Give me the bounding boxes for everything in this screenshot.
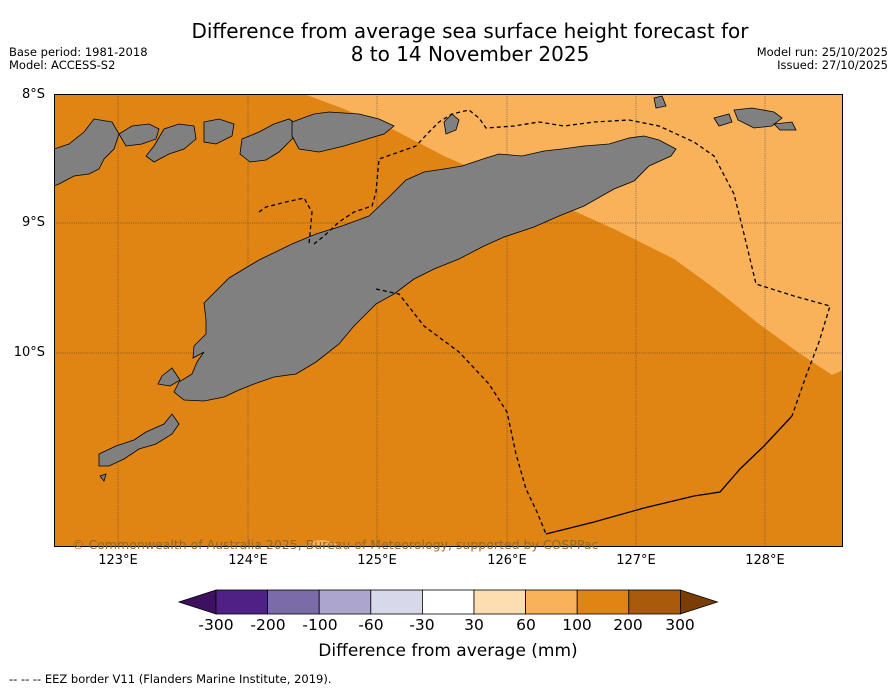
- colorbar-segment: [576, 589, 630, 615]
- colorbar-segment: [318, 589, 372, 615]
- timor-island: [173, 135, 677, 402]
- map-panel: [54, 94, 843, 547]
- cb-tick-300: 300: [665, 616, 695, 634]
- colorbar-segment: [421, 589, 475, 615]
- cb-tick-100: 100: [562, 616, 592, 634]
- lon-label-126e: 126°E: [487, 553, 527, 568]
- title-line-1: Difference from average sea surface heig…: [191, 19, 749, 43]
- base-period: Base period: 1981-2018: [9, 45, 148, 59]
- colorbar-label: Difference from average (mm): [318, 641, 578, 661]
- cb-tick-30: 30: [464, 616, 484, 634]
- cb-tick-minus100: -100: [302, 616, 338, 634]
- colorbar-segment: [628, 589, 681, 615]
- colorbar-extend-min: [178, 589, 217, 615]
- colorbar-segment: [267, 589, 320, 615]
- alor-flores-coast: [54, 118, 120, 187]
- colorbar: [178, 589, 719, 615]
- rote-island: [157, 367, 181, 387]
- colorbar-segment: [525, 589, 578, 615]
- alor-island: [203, 118, 235, 145]
- atauro-island: [291, 111, 395, 153]
- wetar-island: [239, 118, 300, 163]
- cb-tick-60: 60: [516, 616, 536, 634]
- lon-label-124e: 124°E: [228, 553, 268, 568]
- sermata-island: [773, 121, 797, 131]
- lat-label-8s: 8°S: [21, 87, 45, 102]
- lat-label-9s: 9°S: [21, 215, 45, 230]
- lon-label-128e: 128°E: [745, 553, 785, 568]
- eez-solid-segment: [545, 415, 793, 535]
- lat-label-10s: 10°S: [13, 345, 45, 360]
- lon-label-127e: 127°E: [616, 553, 656, 568]
- cb-tick-200: 200: [613, 616, 643, 634]
- cb-tick-minus60: -60: [358, 616, 384, 634]
- cb-tick-minus30: -30: [409, 616, 435, 634]
- small-anomaly-patch: [306, 540, 338, 545]
- lembata-island: [145, 123, 197, 163]
- pantar-island: [118, 123, 160, 147]
- tanimbar-west-island: [653, 95, 667, 109]
- map-frame: [54, 94, 843, 547]
- eez-footnote: -- -- -- EEZ border V11 (Flanders Marine…: [9, 672, 332, 686]
- copyright-notice: © Commonwealth of Australia 2025, Bureau…: [72, 537, 599, 552]
- eez-border: [258, 109, 831, 535]
- model-run: Model run: 25/10/2025: [756, 45, 888, 59]
- colorbar-segment: [370, 589, 423, 615]
- leti-island: [713, 113, 733, 127]
- title-line-2: 8 to 14 November 2025: [350, 42, 590, 66]
- colorbar-segment: [473, 589, 526, 615]
- meta-right: Model run: 25/10/2025 Issued: 27/10/2025: [757, 46, 888, 72]
- ocean-anomaly-mid-region: [304, 94, 843, 375]
- chart-title: Difference from average sea surface heig…: [0, 20, 896, 66]
- cb-tick-minus200: -200: [250, 616, 286, 634]
- lon-label-123e: 123°E: [98, 553, 138, 568]
- lon-label-125e: 125°E: [357, 553, 397, 568]
- savu-island: [98, 413, 180, 467]
- colorbar-segment: [215, 589, 268, 615]
- model-name: Model: ACCESS-S2: [9, 58, 116, 72]
- eez-dashed-inner: [258, 109, 831, 535]
- cb-tick-minus300: -300: [198, 616, 234, 634]
- colorbar-extend-max: [679, 589, 719, 615]
- sumba-islet: [99, 473, 107, 482]
- issued-date: Issued: 27/10/2025: [777, 58, 888, 72]
- meta-left: Base period: 1981-2018 Model: ACCESS-S2: [9, 46, 148, 72]
- babar-island: [733, 107, 783, 129]
- landmasses: [54, 95, 797, 482]
